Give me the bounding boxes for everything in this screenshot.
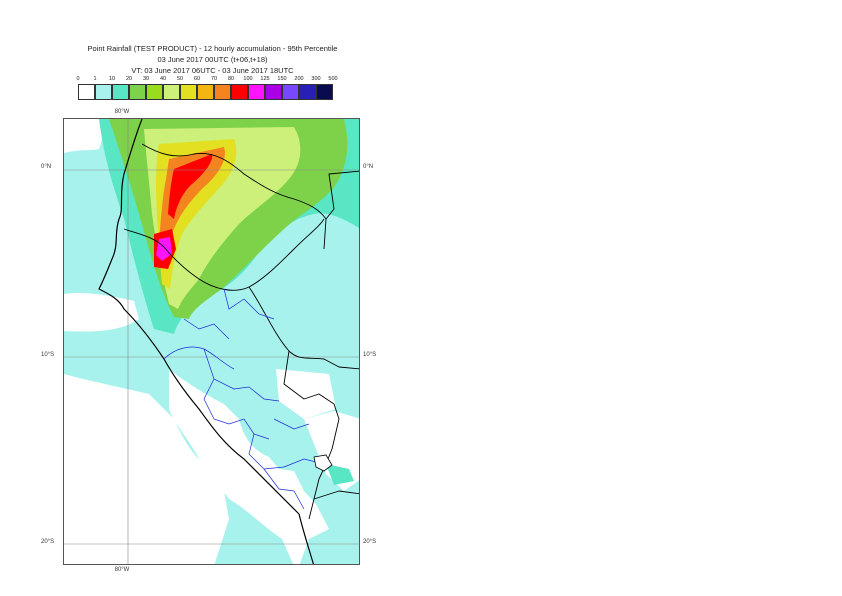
highland-dry-patch	[276, 369, 336, 419]
admin-boundaries	[163, 288, 325, 510]
latitude-label: 10°S	[41, 351, 55, 358]
run-time: 03 June 2017 00UTC (t+06,t+18)	[157, 55, 268, 64]
colorbar-swatch	[146, 84, 163, 100]
latitude-label: 0°N	[363, 164, 374, 171]
colorbar-tick-label: 100	[243, 76, 253, 82]
graticule	[64, 119, 359, 564]
colorbar-tick-label: 500	[328, 76, 338, 82]
ocean-dry-patch-north	[64, 119, 106, 153]
colorbar-tick-label: 20	[125, 76, 133, 82]
colorbar-swatch	[180, 84, 197, 100]
valid-time: VT: 03 June 2017 06UTC - 03 June 2017 18…	[131, 66, 294, 75]
ocean-dry-patch-south	[64, 374, 229, 564]
rain-10-20-east	[326, 464, 354, 485]
rainfall-map[interactable]	[64, 119, 360, 565]
colorbar-tick-label: 1	[93, 76, 97, 82]
colorbar-swatch	[197, 84, 214, 100]
andes-dry-zone	[169, 369, 329, 564]
lake	[313, 454, 333, 472]
colorbar-tick-label: 80	[227, 76, 235, 82]
colorbar-swatch	[214, 84, 231, 100]
colorbar-tick-label: 150	[277, 76, 287, 82]
coastline	[98, 119, 315, 564]
colorbar-swatch	[316, 84, 333, 100]
colorbar-tick-label: 70	[210, 76, 218, 82]
colorbar-swatch	[299, 84, 316, 100]
latitude-label: 20°S	[41, 538, 55, 545]
colorbar-tick-label: 200	[294, 76, 304, 82]
colorbar-swatch	[129, 84, 146, 100]
colorbar-swatch	[95, 84, 112, 100]
latitude-label: 10°S	[363, 351, 377, 358]
colorbar-swatch	[78, 84, 95, 100]
colorbar-tick-label: 30	[142, 76, 150, 82]
colorbar-tick-label: 40	[159, 76, 167, 82]
colorbar-swatch	[163, 84, 180, 100]
colorbar-tick-label: 300	[311, 76, 321, 82]
map-frame[interactable]	[63, 118, 360, 565]
colorbar-tick-label: 0	[76, 76, 80, 82]
colorbar-tick-label: 60	[193, 76, 201, 82]
longitude-label: 80°W	[114, 567, 130, 573]
colorbar-swatch	[231, 84, 248, 100]
colorbar-tick-label: 125	[260, 76, 270, 82]
colorbar-tick-label: 50	[176, 76, 184, 82]
map-title: Point Rainfall (TEST PRODUCT) - 12 hourl…	[87, 44, 338, 53]
colorbar-swatch	[282, 84, 299, 100]
colorbar-swatch	[248, 84, 265, 100]
colorbar-swatch	[112, 84, 129, 100]
colorbar-tick-label: 10	[108, 76, 116, 82]
latitude-label: 0°N	[41, 164, 52, 171]
latitude-label: 20°S	[363, 538, 377, 545]
longitude-label: 80°W	[114, 109, 130, 115]
colorbar-swatch	[265, 84, 282, 100]
